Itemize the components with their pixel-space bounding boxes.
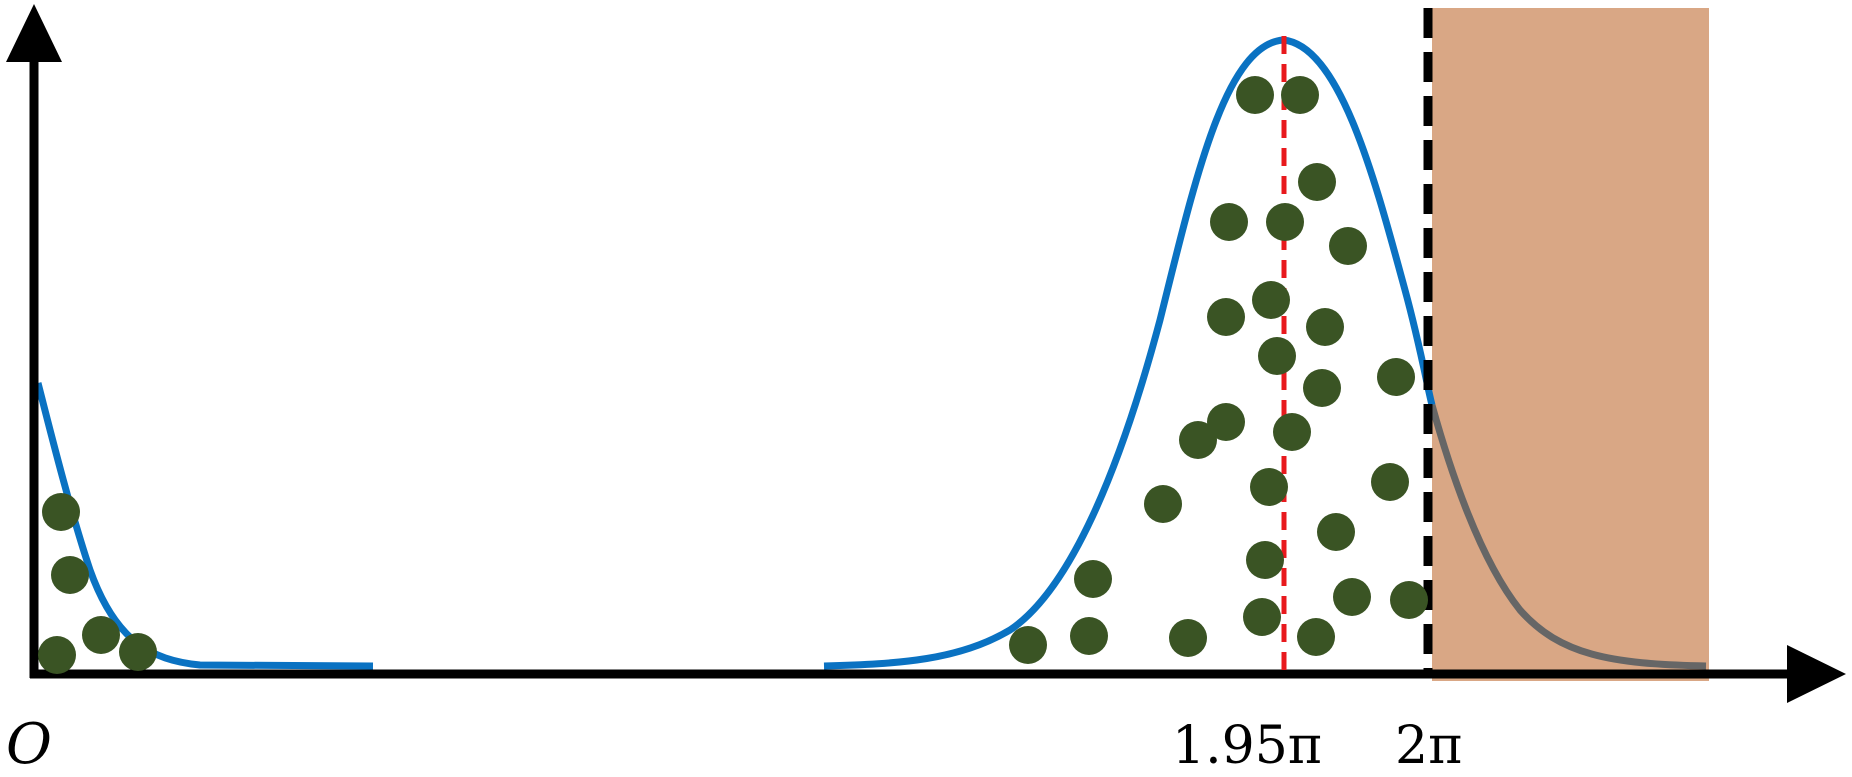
sample-point xyxy=(1298,163,1336,201)
sample-point xyxy=(1297,618,1335,656)
sample-points xyxy=(38,76,1428,674)
sample-point xyxy=(1210,203,1248,241)
sample-point xyxy=(1377,358,1415,396)
sample-point xyxy=(1281,76,1319,114)
sample-point xyxy=(1252,281,1290,319)
sample-point xyxy=(1144,485,1182,523)
sample-point xyxy=(1246,541,1284,579)
x-axis-arrowhead xyxy=(1787,645,1846,703)
sample-point xyxy=(1179,421,1217,459)
sample-point xyxy=(1390,581,1428,619)
sample-point xyxy=(1371,463,1409,501)
sample-point xyxy=(119,633,157,671)
sample-point xyxy=(51,556,89,594)
sample-point xyxy=(38,636,76,674)
y-axis-arrowhead xyxy=(6,4,62,62)
sample-point xyxy=(1306,308,1344,346)
sample-point xyxy=(1250,468,1288,506)
sample-point xyxy=(1074,560,1112,598)
distribution-curve xyxy=(823,36,1436,670)
mean-tick-label: 1.95π xyxy=(1172,716,1322,776)
sample-point xyxy=(1333,578,1371,616)
sample-point xyxy=(82,616,120,654)
sample-point xyxy=(1009,626,1047,664)
origin-label: O xyxy=(6,712,52,777)
sample-point xyxy=(1258,337,1296,375)
sample-point xyxy=(1329,227,1367,265)
sample-point xyxy=(1207,403,1245,441)
sample-point xyxy=(1243,598,1281,636)
wrapped-tail-curve xyxy=(34,382,374,670)
sample-point xyxy=(1169,619,1207,657)
sample-point xyxy=(42,493,80,531)
sample-point xyxy=(1317,513,1355,551)
sample-point xyxy=(1266,203,1304,241)
distribution-curve-outside xyxy=(1428,404,1707,670)
sample-point xyxy=(1303,369,1341,407)
boundary-tick-label: 2π xyxy=(1395,716,1462,776)
sample-point xyxy=(1207,298,1245,336)
out-of-range-region xyxy=(1432,8,1709,681)
sample-point xyxy=(1236,76,1274,114)
sample-point xyxy=(1070,617,1108,655)
sample-point xyxy=(1273,413,1311,451)
